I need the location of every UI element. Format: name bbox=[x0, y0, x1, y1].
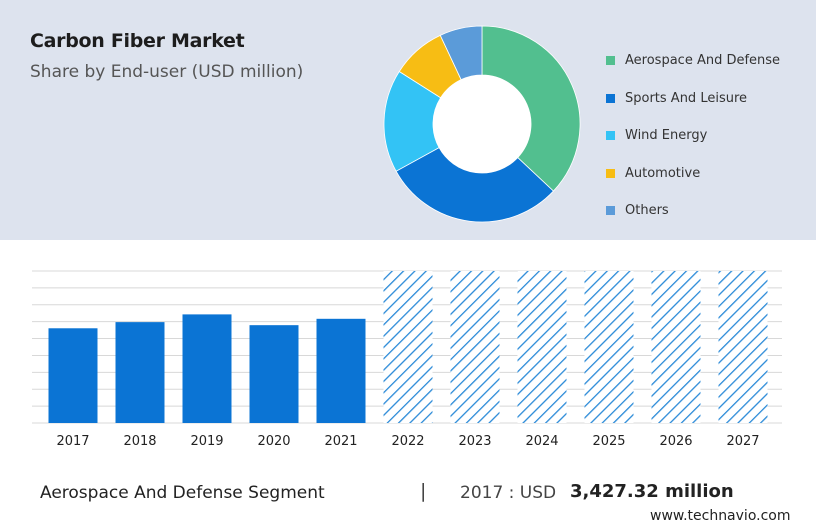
legend-label: Automotive bbox=[625, 165, 701, 181]
donut-chart bbox=[383, 25, 581, 223]
x-tick-label: 2027 bbox=[726, 434, 759, 449]
x-tick-label: 2020 bbox=[257, 434, 290, 449]
legend-swatch bbox=[606, 168, 615, 178]
chart-subtitle: Share by End-user (USD million) bbox=[30, 62, 304, 82]
bar-2023 bbox=[450, 271, 500, 423]
bar-2027 bbox=[718, 271, 768, 423]
x-tick-label: 2022 bbox=[391, 434, 424, 449]
legend-item-0: Aerospace And Defense bbox=[606, 42, 780, 80]
x-tick-label: 2024 bbox=[525, 434, 558, 449]
legend-swatch bbox=[606, 93, 615, 103]
bar-2025 bbox=[584, 271, 634, 423]
footer-year: 2017 : USD bbox=[460, 483, 557, 503]
footer-value: 3,427.32 million bbox=[570, 481, 734, 502]
bar-2022 bbox=[383, 271, 433, 423]
x-tick-label: 2019 bbox=[190, 434, 223, 449]
legend-label: Wind Energy bbox=[625, 128, 708, 144]
legend: Aerospace And Defense Sports And Leisure W… bbox=[606, 42, 780, 230]
x-tick-label: 2023 bbox=[458, 434, 491, 449]
legend-item-3: Automotive bbox=[606, 155, 780, 193]
bar-2026 bbox=[651, 271, 701, 423]
legend-item-4: Others bbox=[606, 192, 780, 230]
legend-label: Sports And Leisure bbox=[625, 90, 748, 106]
bar-2021 bbox=[316, 318, 366, 423]
website-link[interactable]: www.technavio.com bbox=[650, 508, 791, 524]
x-tick-label: 2018 bbox=[123, 434, 156, 449]
legend-swatch bbox=[606, 56, 615, 66]
bar-2018 bbox=[115, 322, 165, 423]
bar-chart: 2017 2018 2019 2020 2021 2022 2023 2024 2025 2026… bbox=[32, 270, 782, 449]
legend-item-2: Wind Energy bbox=[606, 117, 780, 155]
x-tick-label: 2025 bbox=[592, 434, 625, 449]
x-tick-label: 2026 bbox=[659, 434, 692, 449]
bar-2017 bbox=[48, 328, 98, 423]
donut-hole bbox=[433, 75, 531, 173]
legend-item-1: Sports And Leisure bbox=[606, 80, 780, 118]
legend-label: Others bbox=[625, 203, 669, 219]
legend-swatch bbox=[606, 206, 615, 216]
footer-separator: | bbox=[420, 480, 427, 502]
x-tick-label: 2021 bbox=[324, 434, 357, 449]
bar-2019 bbox=[182, 314, 232, 423]
chart-title: Carbon Fiber Market bbox=[30, 30, 245, 52]
x-tick-label: 2017 bbox=[56, 434, 89, 449]
legend-swatch bbox=[606, 131, 615, 141]
bar-2024 bbox=[517, 271, 567, 423]
legend-label: Aerospace And Defense bbox=[625, 53, 781, 69]
bar-2020 bbox=[249, 325, 299, 423]
segment-label: Aerospace And Defense Segment bbox=[40, 483, 325, 503]
